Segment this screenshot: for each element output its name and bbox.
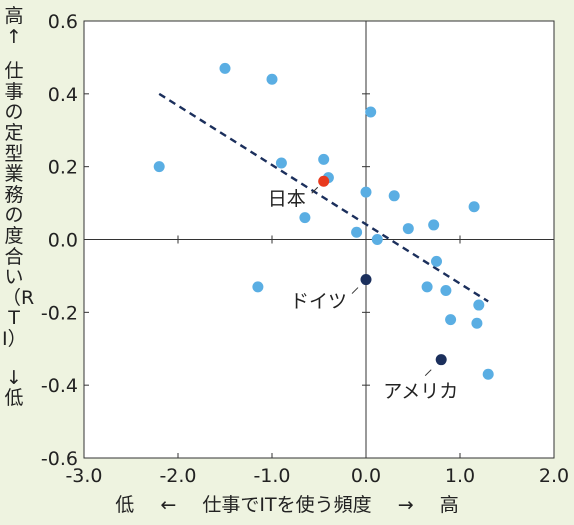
data-point	[154, 161, 165, 172]
y-axis-label: 高↑ 仕事の定型業務の度合い（RTI） ↓低	[2, 6, 26, 409]
y-tick-label: -0.6	[41, 448, 78, 470]
data-point	[471, 318, 482, 329]
data-point	[483, 369, 494, 380]
y-axis-high-label: 高↑	[2, 6, 26, 47]
data-point	[372, 234, 383, 245]
y-axis-low-label: ↓低	[2, 368, 26, 409]
y-tick-label: 0.0	[48, 230, 78, 252]
data-point	[365, 107, 376, 118]
data-point	[267, 74, 278, 85]
data-point	[403, 223, 414, 234]
data-point	[422, 281, 433, 292]
highlight-label: アメリカ	[383, 381, 458, 403]
data-point	[473, 300, 484, 311]
data-point	[445, 314, 456, 325]
data-point	[318, 154, 329, 165]
y-tick-label: 0.4	[48, 84, 78, 106]
data-point	[431, 256, 442, 267]
x-axis-label: 低 ← 仕事でITを使う頻度 → 高	[0, 490, 574, 517]
y-axis-main-label: 仕事の定型業務の度合い（RTI）	[2, 61, 26, 349]
data-point	[361, 187, 372, 198]
highlight-label: 日本	[268, 188, 306, 210]
y-tick-label: -0.2	[41, 302, 78, 324]
data-point	[469, 201, 480, 212]
data-point	[252, 281, 263, 292]
y-tick-label: 0.2	[48, 157, 78, 179]
data-point	[299, 212, 310, 223]
x-tick-label: 0.0	[351, 465, 381, 487]
x-tick-label: 1.0	[445, 465, 475, 487]
x-axis-right-arrow: →	[398, 494, 414, 516]
x-tick-label: -1.0	[253, 465, 290, 487]
data-point	[220, 63, 231, 74]
x-axis-main-label: 仕事でITを使う頻度	[202, 490, 371, 517]
highlight-point	[318, 176, 329, 187]
x-tick-label: -2.0	[159, 465, 196, 487]
y-tick-label: -0.4	[41, 375, 78, 397]
x-axis-high-label: 高	[440, 490, 459, 517]
highlight-label: ドイツ	[290, 291, 347, 313]
data-point	[351, 227, 362, 238]
highlight-point	[361, 274, 372, 285]
data-point	[428, 219, 439, 230]
data-point	[276, 158, 287, 169]
data-point	[389, 190, 400, 201]
data-point	[440, 285, 451, 296]
x-tick-label: 2.0	[539, 465, 569, 487]
highlight-point	[436, 354, 447, 365]
y-tick-label: 0.6	[48, 11, 78, 33]
x-axis-low-label: 低	[115, 490, 134, 517]
x-axis-left-arrow: ←	[160, 494, 176, 516]
